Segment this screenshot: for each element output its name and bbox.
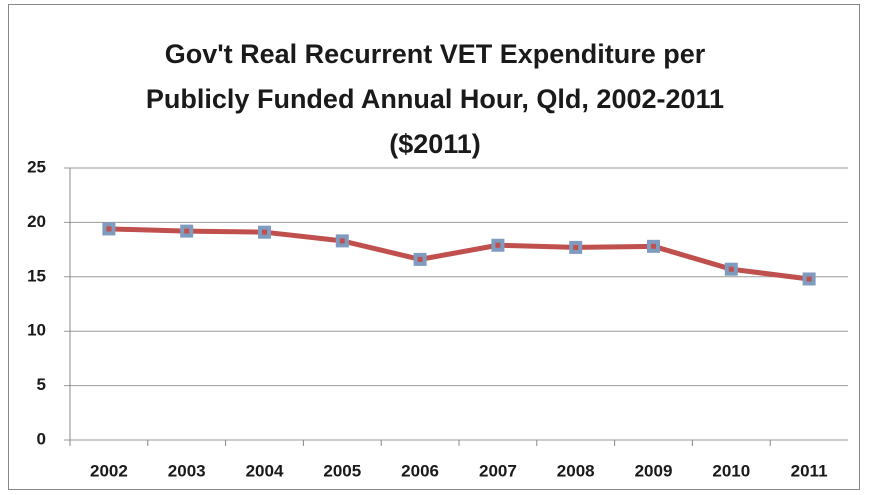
marker-center — [339, 238, 345, 244]
x-tick-label: 2008 — [557, 461, 595, 480]
x-tick-label: 2005 — [323, 461, 361, 480]
y-tick-label: 5 — [37, 375, 46, 394]
chart-title: Gov't Real Recurrent VET Expenditure per… — [145, 39, 725, 159]
marker-center — [262, 229, 267, 235]
x-tick-label: 2009 — [635, 461, 673, 480]
y-tick-label: 15 — [27, 266, 46, 285]
marker-center — [573, 244, 579, 250]
x-tick-label: 2007 — [479, 461, 517, 480]
x-tick-label: 2010 — [712, 461, 750, 480]
x-tick-label: 2011 — [791, 461, 828, 480]
y-tick-label: 25 — [27, 157, 46, 176]
y-tick-label: 0 — [37, 429, 46, 448]
x-tick-label: 2004 — [246, 461, 284, 480]
x-tick-label: 2006 — [401, 461, 439, 480]
y-tick-label: 20 — [27, 212, 46, 231]
x-tick-label: 2002 — [90, 461, 128, 480]
data-line — [108, 226, 810, 282]
x-tick-label: 2003 — [168, 461, 206, 480]
marker-center — [417, 256, 423, 262]
y-tick-label: 10 — [27, 321, 46, 340]
marker-center — [728, 266, 734, 272]
marker-center — [106, 226, 112, 232]
marker-center — [806, 276, 812, 282]
marker-center — [495, 242, 501, 248]
marker-center — [651, 243, 656, 249]
marker-center — [184, 228, 190, 234]
chart-frame — [8, 4, 860, 490]
